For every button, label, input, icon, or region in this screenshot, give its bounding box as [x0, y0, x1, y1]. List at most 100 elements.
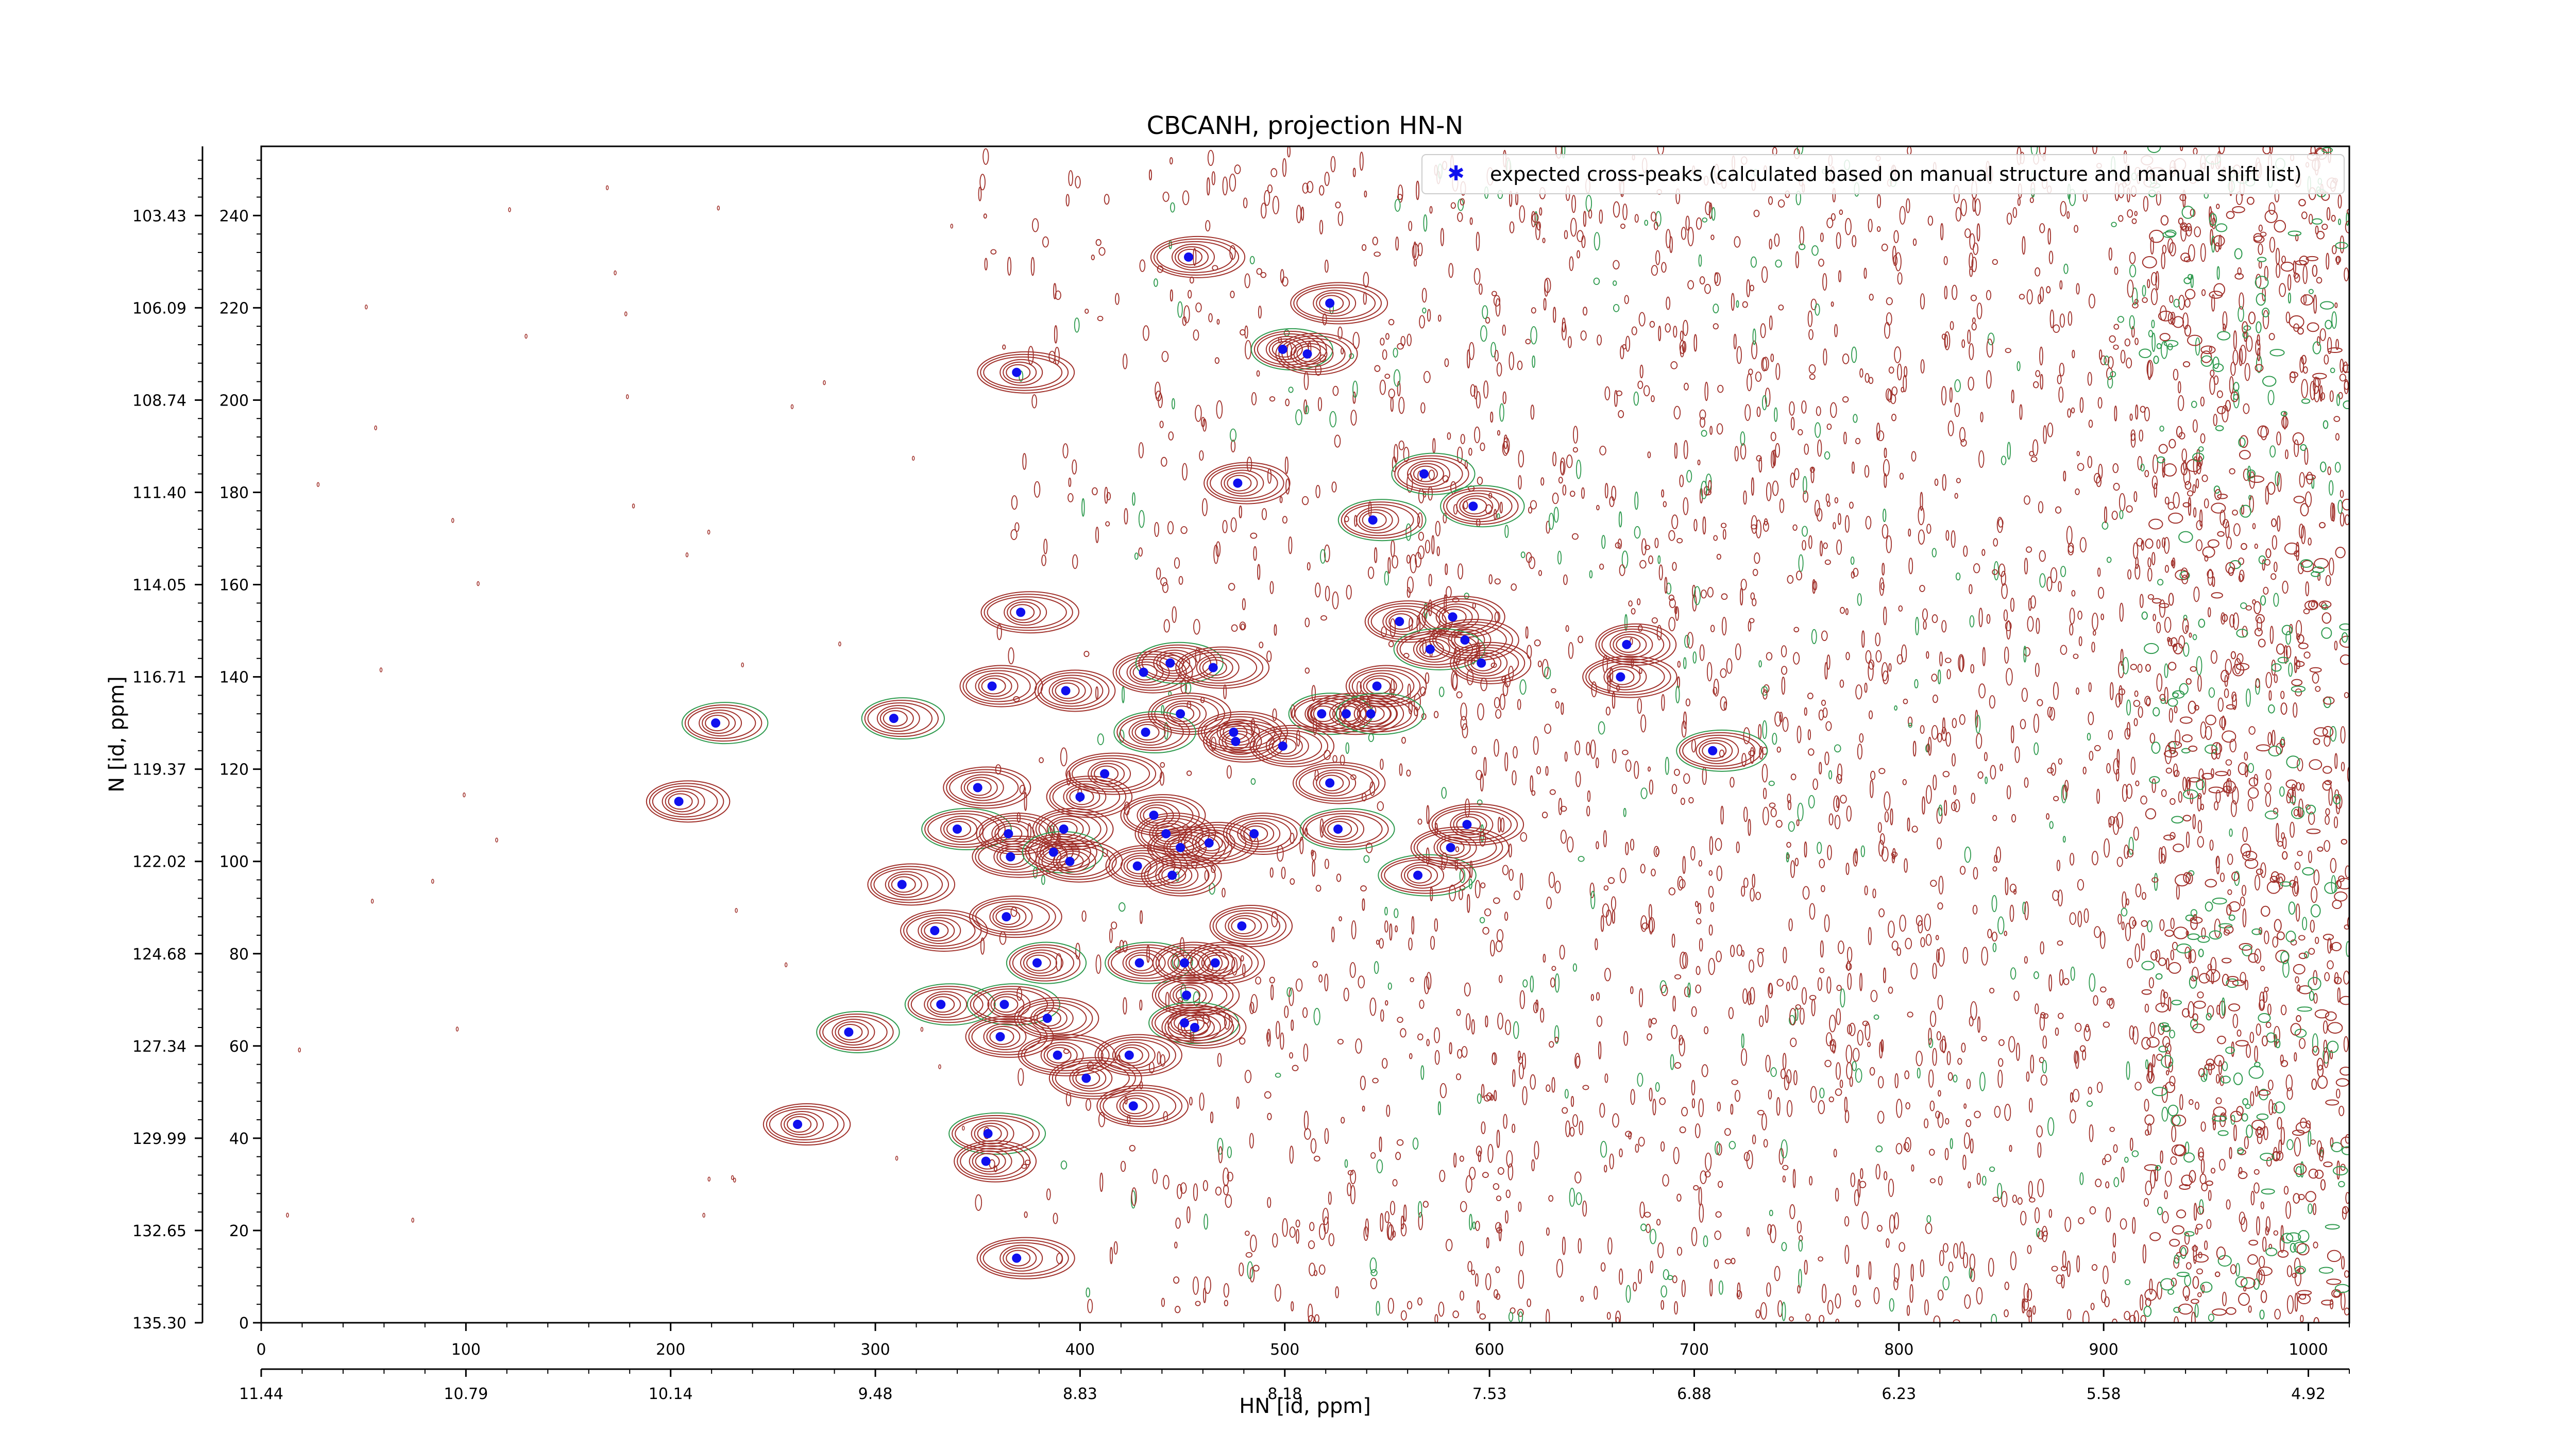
contour-line	[1809, 995, 1817, 1001]
contour-line	[2135, 404, 2139, 420]
contour-line	[2112, 1251, 2116, 1263]
contour-line	[1905, 938, 1912, 950]
contour-line	[1877, 1225, 1883, 1232]
contour-line	[1772, 480, 1779, 496]
contour-line	[1155, 381, 1161, 399]
contour-line	[1812, 579, 1816, 594]
contour-line	[1653, 222, 1658, 230]
peak-contour	[1024, 1039, 1104, 1071]
contour-line	[1465, 1175, 1472, 1193]
contour-line	[2338, 218, 2341, 225]
contour-line	[1944, 331, 1951, 350]
contour-line	[1702, 516, 1706, 535]
contour-line	[1426, 805, 1430, 824]
contour-line	[1969, 343, 1974, 360]
peak-contour	[1446, 490, 1513, 523]
contour-line	[2298, 985, 2312, 995]
contour-line	[2103, 1265, 2109, 1284]
peak-contour	[975, 901, 1050, 933]
contour-line	[1587, 790, 1591, 802]
contour-line	[1496, 1195, 1502, 1201]
contour-line	[1560, 830, 1567, 844]
contour-line	[1380, 759, 1384, 770]
peak-contour	[970, 986, 1055, 1023]
contour-line	[2099, 931, 2106, 949]
contour-line	[1503, 1114, 1507, 1129]
contour-line	[1471, 1269, 1476, 1275]
contour-line	[1600, 915, 1604, 932]
contour-line	[1825, 493, 1830, 503]
contour-line	[1162, 191, 1170, 202]
contour-line	[1875, 1145, 1883, 1153]
contour-line	[2264, 265, 2268, 281]
contour-line	[1492, 1052, 1497, 1065]
contour-line	[2335, 256, 2342, 263]
contour-line	[1751, 340, 1758, 360]
contour-line	[2124, 845, 2129, 859]
contour-line	[2308, 289, 2314, 294]
contour-line	[1851, 571, 1855, 579]
contour-line	[2175, 729, 2181, 746]
contour-line	[2274, 674, 2278, 683]
contour-line	[2074, 225, 2078, 233]
peak-contour	[1066, 786, 1100, 808]
contour-line	[2228, 914, 2235, 921]
contour-line	[1104, 486, 1108, 504]
contour-line	[1751, 515, 1758, 534]
contour-line	[1043, 538, 1048, 554]
peak-contour	[1017, 1000, 1093, 1037]
contour-line	[1710, 625, 1715, 632]
contour-line	[1693, 1185, 1699, 1191]
contour-line	[1761, 1113, 1767, 1131]
contour-line	[1604, 1073, 1608, 1083]
contour-line	[1821, 630, 1828, 641]
contour-line	[2201, 1285, 2205, 1294]
contour-line	[1720, 805, 1724, 825]
contour-line	[983, 213, 987, 219]
peak-contour	[1201, 952, 1235, 974]
contour-line	[1476, 231, 1480, 251]
contour-line	[2042, 1035, 2047, 1049]
contour-line	[2058, 1013, 2064, 1019]
peak-contour	[1391, 452, 1476, 495]
contour-line	[2260, 1153, 2274, 1161]
contour-line	[1374, 365, 1381, 372]
chart-title: CBCANH, projection HN-N	[1147, 111, 1464, 140]
contour-line	[2206, 1219, 2212, 1229]
contour-line	[2198, 949, 2204, 957]
contour-line	[2130, 433, 2136, 448]
contour-line	[2236, 1029, 2242, 1037]
contour-line	[1270, 168, 1278, 177]
x-tick-label: 0	[256, 1341, 266, 1359]
contour-line	[1724, 1258, 1732, 1265]
contour-line	[2183, 1152, 2195, 1163]
contour-line	[1494, 578, 1501, 585]
contour-line	[1460, 716, 1467, 730]
contour-line	[1464, 460, 1468, 469]
contour-line	[1746, 1150, 1753, 1169]
contour-line	[2264, 986, 2269, 992]
contour-line	[1500, 817, 1505, 833]
contour-line	[2200, 350, 2212, 363]
contour-line	[1267, 184, 1273, 193]
contour-line	[1786, 1100, 1793, 1117]
contour-line	[1072, 554, 1078, 569]
contour-line	[1731, 1079, 1738, 1085]
peak-contour	[687, 707, 756, 739]
contour-line	[2225, 521, 2230, 538]
contour-line	[1314, 1155, 1320, 1162]
contour-line	[2016, 361, 2021, 372]
contour-line	[1839, 1080, 1843, 1088]
contour-line	[1989, 695, 1995, 709]
contour-line	[2282, 959, 2290, 978]
contour-line	[1349, 962, 1356, 978]
contour-line	[1068, 170, 1073, 187]
contour-line	[2090, 1303, 2095, 1310]
contour-line	[2233, 523, 2241, 536]
contour-line	[1924, 1299, 1929, 1316]
contour-line	[1223, 684, 1227, 699]
contour-line	[2323, 1161, 2333, 1168]
contour-line	[1450, 202, 1456, 209]
contour-line	[2159, 599, 2166, 618]
